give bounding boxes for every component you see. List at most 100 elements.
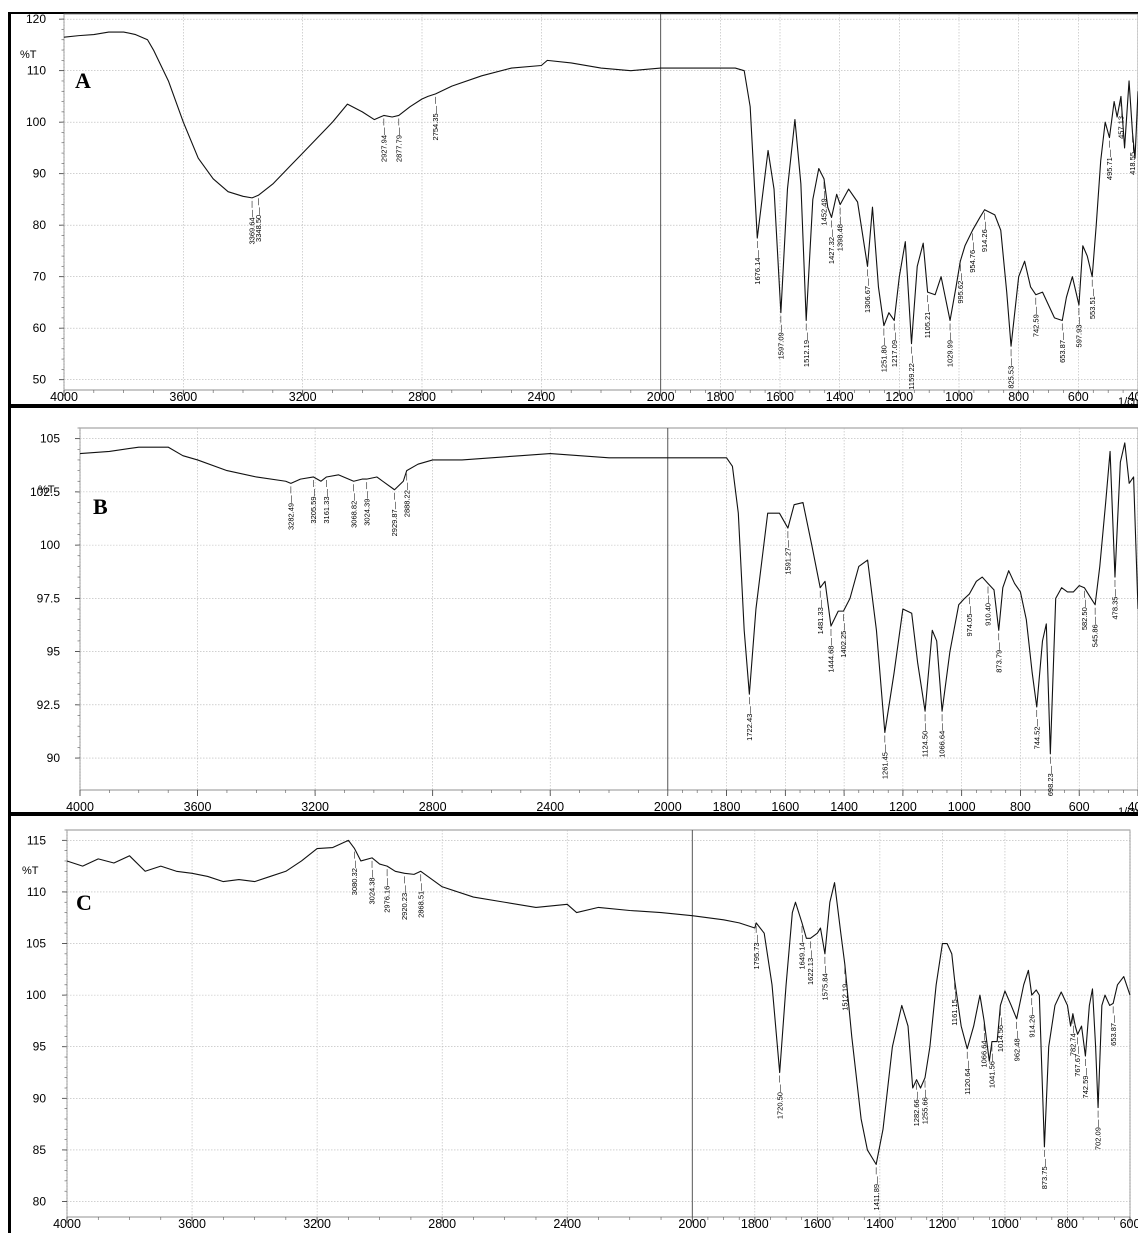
panel-a-xtick-label: 2400 <box>527 390 555 404</box>
panel-a-ytick-label: 120 <box>26 12 46 26</box>
panel-b-peak-label: 3024.39— <box>362 491 371 526</box>
panel-a-ytick-label: 60 <box>33 321 47 335</box>
panel-c-spectrum-line <box>66 839 1131 1165</box>
panel-c-xtick-label: 1800 <box>741 1217 769 1231</box>
panel-b-ytick-label: 97.5 <box>37 591 61 605</box>
panel-a-xtick-label: 1000 <box>945 390 973 404</box>
panel-c-xtick-label: 2400 <box>553 1217 581 1231</box>
panel-a-xtick-label: 1800 <box>706 390 734 404</box>
panel-b-peak-label: 582.50— <box>1080 599 1089 630</box>
panel-a-xtick-label: 1200 <box>885 390 913 404</box>
panel-a-top-border <box>8 12 1138 14</box>
panel-c-peak-label: 2868.51— <box>416 883 425 918</box>
panel-c-peak-label: 962.48— <box>1012 1030 1021 1061</box>
panel-a-xtick-label: 600 <box>1068 390 1089 404</box>
panel-c-peak-label: 914.26— <box>1027 1007 1036 1038</box>
panel-c-xtick-label: 3600 <box>178 1217 206 1231</box>
panel-b-peak-label: 2888.22— <box>402 482 411 517</box>
panel-b-xtick-label: 3200 <box>301 800 329 814</box>
panel-b-peak-label: 910.40— <box>984 595 993 626</box>
panel-b-peak-label: 744.52— <box>1032 718 1041 749</box>
panel-a-left-border <box>8 12 11 410</box>
panel-c-peak-label: 1575.84— <box>821 965 830 1000</box>
panel-c-ytick-label: 95 <box>33 1040 47 1054</box>
panel-c-peak-label: 1041.56— <box>988 1053 997 1088</box>
panel-b-xtick-label: 1400 <box>830 800 858 814</box>
panel-a-peak-label: 457.13— <box>1117 108 1126 139</box>
panel-b-peak-label: 1402.25— <box>839 623 848 658</box>
panel-c-group: 115 110 105 100 95 90 85 80 4000 3600 3200 2800 2400… <box>22 829 1138 1231</box>
panel-a-peak-label: 1398.48— <box>836 216 845 251</box>
panel-a-spectrum-line <box>63 31 1138 347</box>
panel-c-xtick-label: 600 <box>1120 1217 1138 1231</box>
panel-a-xtick-label: 3600 <box>169 390 197 404</box>
panel-a-peak-label: 825.53— <box>1007 358 1016 389</box>
panel-c-peak-label: 1120.64— <box>963 1060 972 1095</box>
panel-b-peak-label: 3282.49— <box>286 495 295 530</box>
panel-b-ytick-label: 95 <box>47 645 61 659</box>
panel-a-xtick-label: 2800 <box>408 390 436 404</box>
panel-a-peak-label: 1105.21— <box>923 304 932 339</box>
panel-b-xtick-label: 2400 <box>536 800 564 814</box>
panel-b-peak-label: 3068.82— <box>349 493 358 528</box>
panel-a-ytick-label: 90 <box>33 167 47 181</box>
panel-b-xtick-label: 800 <box>1010 800 1031 814</box>
panel-c-peak-label: 1512.19— <box>840 976 849 1011</box>
panel-c-left-border <box>8 816 11 1233</box>
panel-a-label: A <box>75 68 91 93</box>
panel-b-peak-label: 1591.27— <box>783 540 792 575</box>
panel-b-peak-label: 698.23— <box>1046 765 1055 796</box>
panel-b-xtick-label: 3600 <box>184 800 212 814</box>
panel-c-ylabel: %T <box>22 865 39 877</box>
panel-a-xtick-label: 2000 <box>647 390 675 404</box>
panel-b-xtick-label: 1200 <box>889 800 917 814</box>
panel-c-ytick-label: 90 <box>33 1091 47 1105</box>
panel-a-xtick-label: 1400 <box>826 390 854 404</box>
panel-c-xtick-label: 1000 <box>991 1217 1019 1231</box>
panel-a-peak-label: 1251.80— <box>879 337 888 372</box>
panel-c-xtick-label: 1600 <box>803 1217 831 1231</box>
panel-a-peak-label: 1597.09— <box>776 324 785 359</box>
panel-a-peak-label: 597.93— <box>1075 317 1084 348</box>
panel-a-bottom-border <box>8 404 1138 408</box>
panel-c-peak-label: 782.74— <box>1068 1025 1077 1056</box>
panel-a-xtick-label: 400 <box>1128 390 1138 404</box>
panel-b-peak-label: 3205.59— <box>309 488 318 523</box>
panel-b-peak-label: 3161.33— <box>322 488 331 523</box>
panel-b-xtick-label: 600 <box>1069 800 1090 814</box>
panel-b-peak-label: 545.86— <box>1091 616 1100 647</box>
panel-b-peak-label: 1261.45— <box>880 744 889 779</box>
panel-a-xtick-label: 1600 <box>766 390 794 404</box>
panel-a-ytick-label: 80 <box>33 218 47 232</box>
panel-a-peak-label: 553.51— <box>1088 288 1097 319</box>
panel-b-xunit-label: 1/cm <box>1118 806 1138 818</box>
panel-b-peak-label: 1722.43— <box>745 706 754 741</box>
panel-a-peak-label: 1159.22— <box>907 355 916 390</box>
panel-c-xtick-label: 4000 <box>53 1217 81 1231</box>
panel-b-peak-label: 1444.68— <box>827 638 836 673</box>
panel-a-xtick-label: 4000 <box>50 390 78 404</box>
panel-a-peak-label: 1306.67— <box>863 278 872 313</box>
panel-a-peak-label: 1217.09— <box>890 332 899 367</box>
panel-c-xtick-label: 2800 <box>428 1217 456 1231</box>
panel-b-bottom-border <box>8 812 1138 816</box>
panel-a-ytick-label: 50 <box>33 373 47 387</box>
panel-b-peak-label: 1481.33— <box>816 599 825 634</box>
panel-a-peak-label: 914.26— <box>980 221 989 252</box>
panel-c-peak-label: 1622.13— <box>806 950 815 985</box>
panel-b-xtick-label: 400 <box>1128 800 1138 814</box>
panel-b-xtick-label: 1000 <box>948 800 976 814</box>
panel-a-peak-label: 1676.14— <box>753 250 762 285</box>
panel-c-plot-area <box>66 829 1131 1218</box>
panel-a-xunit-label: 1/cm <box>1118 396 1138 408</box>
panel-c-peak-label: 3024.38— <box>368 869 377 904</box>
panel-b-peak-label: 974.05— <box>965 606 974 637</box>
panel-b-ytick-label: 100 <box>40 538 60 552</box>
panel-a-peak-label: 2877.79— <box>394 127 403 162</box>
panel-c-ytick-label: 80 <box>33 1195 47 1209</box>
panel-a-peak-label: 3369.64— <box>248 209 257 244</box>
panel-b-peak-label: 1066.64— <box>938 723 947 758</box>
panel-b-left-border <box>8 407 11 817</box>
